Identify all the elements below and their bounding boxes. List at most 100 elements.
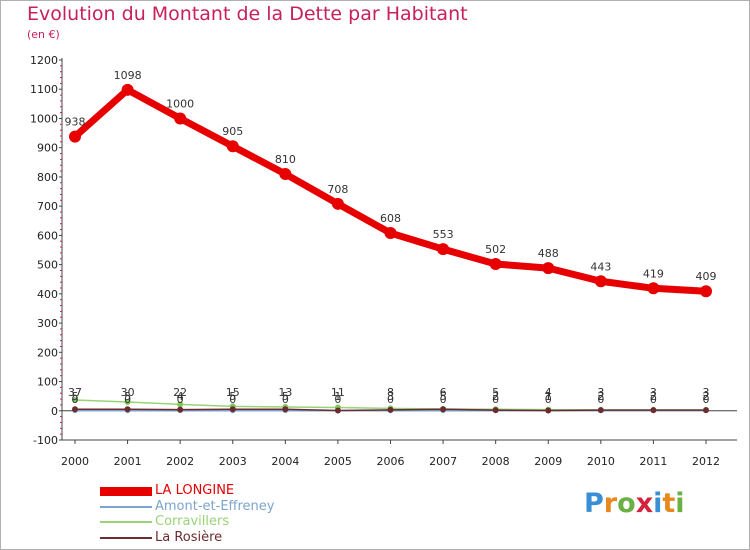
data-label: 4 [545,386,552,399]
data-point [437,243,450,256]
y-tick-label: 500 [37,259,58,272]
data-label: 1000 [166,97,194,110]
x-tick-label: 2003 [219,455,247,468]
data-label: 905 [222,125,243,138]
data-label: 5 [72,390,79,403]
series-line-0 [71,86,710,295]
y-tick-label: 1000 [30,112,58,125]
x-tick-label: 2011 [639,455,667,468]
data-point [542,262,555,275]
data-label: 5 [440,390,447,403]
y-tick-label: 100 [37,376,58,389]
y-tick-label: 0 [51,405,58,418]
data-label: 2 [597,390,604,403]
data-point [72,406,78,413]
data-label: 810 [275,153,296,166]
data-label: 15 [226,386,240,399]
data-label: 0 [387,393,394,406]
x-tick-label: 2007 [429,455,457,468]
legend-swatch [100,505,152,508]
logo-letter: i [675,488,685,519]
logo-letter: x [635,488,654,519]
data-label: 5 [282,390,289,403]
data-label: 22 [173,386,187,399]
x-tick-label: 2009 [534,455,562,468]
data-label: 3 [650,386,657,399]
data-label: 5 [229,390,236,403]
logo-letter: i [653,488,663,519]
data-point [177,406,184,413]
x-tick-label: 2008 [482,455,510,468]
data-label: 0 [334,393,341,406]
data-label: 0 [124,393,131,406]
y-tick-label: 400 [37,288,58,301]
data-point [226,140,239,153]
x-tick-label: 2010 [587,455,615,468]
x-tick-label: 2001 [114,455,142,468]
data-label: 409 [696,270,717,283]
data-label: 443 [590,260,611,273]
data-point [124,399,131,405]
data-point [647,282,660,295]
data-point [650,407,657,414]
data-point [440,406,447,413]
data-label: 2 [650,390,657,403]
data-label: 2 [492,390,499,403]
data-label: 6 [440,386,447,399]
data-point [72,396,78,403]
data-point [387,406,394,413]
data-label: 4 [177,390,184,403]
data-point [177,401,184,408]
data-point [384,227,397,240]
chart-unit-label: (en €) [27,28,60,41]
x-tick-label: 2006 [377,455,405,468]
data-label: 3 [703,386,710,399]
data-point [282,406,289,413]
data-label: 419 [643,267,664,280]
data-label: 11 [331,386,345,399]
data-point [279,168,292,180]
data-label: 0 [650,393,657,406]
y-tick-label: 300 [37,317,58,330]
data-point [331,197,344,210]
data-label: 488 [538,247,559,260]
data-point [492,407,499,414]
y-tick-label: 600 [37,229,58,242]
data-label: 5 [492,386,499,399]
data-label: 0 [492,393,499,406]
legend-swatch [100,486,152,496]
data-label: 0 [440,393,447,406]
data-label: 3 [387,390,394,403]
data-point [69,130,81,143]
legend-label: Corravillers [155,514,230,529]
data-point [229,406,236,413]
logo-letter: P [584,488,604,519]
data-label: 553 [433,228,454,241]
legend-label: LA LONGINE [155,483,235,498]
data-label: 0 [72,393,79,406]
legend-label: Amont-et-Effreney [155,498,275,514]
data-label: 0 [282,393,289,406]
data-label: 0 [545,393,552,406]
y-tick-label: -100 [33,434,58,447]
data-label: 1 [545,390,552,403]
data-label: 708 [327,183,348,196]
data-point [545,407,552,414]
data-label: 1098 [114,69,142,82]
chart-title: Evolution du Montant de la Dette par Hab… [27,3,468,25]
x-tick-label: 2005 [324,455,352,468]
x-tick-label: 2000 [61,455,89,468]
data-label: 502 [485,243,506,256]
logo-letter: t [662,488,676,519]
legend-swatch [100,536,152,539]
data-point [700,285,712,298]
x-tick-label: 2002 [166,455,194,468]
logo-letter: o [617,488,636,519]
data-point [594,275,607,288]
data-label: 8 [387,386,394,399]
data-point [174,112,187,125]
y-tick-label: 1100 [30,83,58,96]
data-label: 30 [121,386,135,399]
data-point [124,406,131,413]
